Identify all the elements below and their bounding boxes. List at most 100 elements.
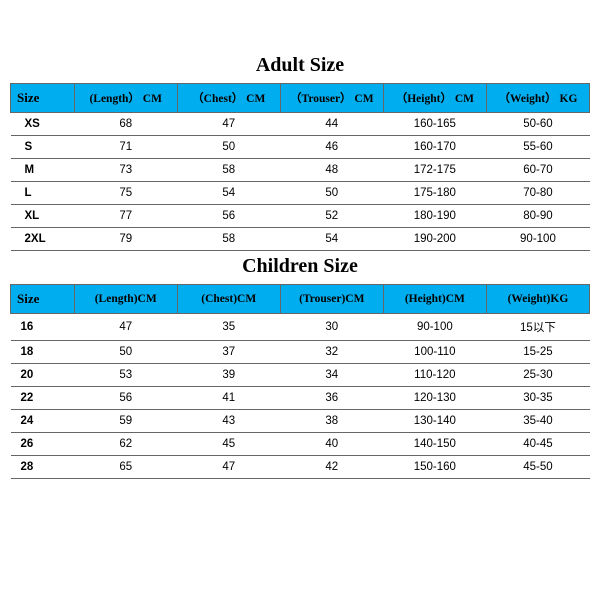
value-cell: 68 (74, 113, 177, 136)
value-cell: 56 (74, 387, 177, 410)
value-cell: 47 (177, 456, 280, 479)
value-cell: 175-180 (383, 182, 486, 205)
table-row: 28654742150-16045-50 (11, 456, 590, 479)
value-cell: 65 (74, 456, 177, 479)
col-height: （Height） CM (383, 84, 486, 113)
value-cell: 50 (74, 341, 177, 364)
value-cell: 15-25 (486, 341, 589, 364)
value-cell: 41 (177, 387, 280, 410)
table-row: XL775652180-19080-90 (11, 205, 590, 228)
size-cell: XS (11, 113, 75, 136)
table-row: L755450175-18070-80 (11, 182, 590, 205)
value-cell: 160-170 (383, 136, 486, 159)
size-cell: S (11, 136, 75, 159)
table-row: 22564136120-13030-35 (11, 387, 590, 410)
adult-size-table: Size (Length） CM （Chest） CM （Trouser） CM… (10, 83, 590, 251)
col-trouser: (Trouser)CM (280, 285, 383, 314)
col-size: Size (11, 84, 75, 113)
col-weight: (Weight)KG (486, 285, 589, 314)
value-cell: 34 (280, 364, 383, 387)
value-cell: 160-165 (383, 113, 486, 136)
col-length: (Length） CM (74, 84, 177, 113)
col-size: Size (11, 285, 75, 314)
value-cell: 42 (280, 456, 383, 479)
adult-size-title: Adult Size (10, 54, 590, 77)
size-cell: 18 (11, 341, 75, 364)
value-cell: 15以下 (486, 314, 589, 341)
value-cell: 39 (177, 364, 280, 387)
value-cell: 90-100 (486, 228, 589, 251)
col-length: (Length)CM (74, 285, 177, 314)
col-trouser: （Trouser） CM (280, 84, 383, 113)
value-cell: 54 (280, 228, 383, 251)
value-cell: 32 (280, 341, 383, 364)
value-cell: 50-60 (486, 113, 589, 136)
value-cell: 70-80 (486, 182, 589, 205)
value-cell: 130-140 (383, 410, 486, 433)
col-weight: （Weight） KG (486, 84, 589, 113)
value-cell: 47 (177, 113, 280, 136)
value-cell: 110-120 (383, 364, 486, 387)
table-row: XS684744160-16550-60 (11, 113, 590, 136)
value-cell: 73 (74, 159, 177, 182)
table-row: 18503732100-11015-25 (11, 341, 590, 364)
children-size-table: Size (Length)CM (Chest)CM (Trouser)CM (H… (10, 284, 590, 479)
size-cell: 26 (11, 433, 75, 456)
value-cell: 45 (177, 433, 280, 456)
size-cell: M (11, 159, 75, 182)
size-cell: 24 (11, 410, 75, 433)
col-chest: （Chest） CM (177, 84, 280, 113)
table-row: 20533934110-12025-30 (11, 364, 590, 387)
value-cell: 38 (280, 410, 383, 433)
value-cell: 44 (280, 113, 383, 136)
value-cell: 60-70 (486, 159, 589, 182)
value-cell: 172-175 (383, 159, 486, 182)
value-cell: 40-45 (486, 433, 589, 456)
value-cell: 37 (177, 341, 280, 364)
value-cell: 180-190 (383, 205, 486, 228)
value-cell: 59 (74, 410, 177, 433)
value-cell: 77 (74, 205, 177, 228)
table-row: M735848172-17560-70 (11, 159, 590, 182)
value-cell: 52 (280, 205, 383, 228)
value-cell: 30 (280, 314, 383, 341)
value-cell: 53 (74, 364, 177, 387)
value-cell: 47 (74, 314, 177, 341)
value-cell: 120-130 (383, 387, 486, 410)
value-cell: 71 (74, 136, 177, 159)
table-row: S715046160-17055-60 (11, 136, 590, 159)
value-cell: 140-150 (383, 433, 486, 456)
value-cell: 56 (177, 205, 280, 228)
value-cell: 190-200 (383, 228, 486, 251)
value-cell: 40 (280, 433, 383, 456)
value-cell: 46 (280, 136, 383, 159)
value-cell: 58 (177, 159, 280, 182)
value-cell: 43 (177, 410, 280, 433)
table-row: 1647353090-10015以下 (11, 314, 590, 341)
value-cell: 58 (177, 228, 280, 251)
value-cell: 50 (280, 182, 383, 205)
table-header-row: Size (Length)CM (Chest)CM (Trouser)CM (H… (11, 285, 590, 314)
size-cell: 22 (11, 387, 75, 410)
value-cell: 30-35 (486, 387, 589, 410)
value-cell: 75 (74, 182, 177, 205)
size-cell: 20 (11, 364, 75, 387)
value-cell: 79 (74, 228, 177, 251)
value-cell: 25-30 (486, 364, 589, 387)
value-cell: 150-160 (383, 456, 486, 479)
size-cell: L (11, 182, 75, 205)
value-cell: 36 (280, 387, 383, 410)
size-cell: 2XL (11, 228, 75, 251)
size-cell: 28 (11, 456, 75, 479)
size-cell: 16 (11, 314, 75, 341)
col-height: (Height)CM (383, 285, 486, 314)
value-cell: 48 (280, 159, 383, 182)
value-cell: 45-50 (486, 456, 589, 479)
col-chest: (Chest)CM (177, 285, 280, 314)
value-cell: 100-110 (383, 341, 486, 364)
value-cell: 90-100 (383, 314, 486, 341)
value-cell: 54 (177, 182, 280, 205)
table-header-row: Size (Length） CM （Chest） CM （Trouser） CM… (11, 84, 590, 113)
table-row: 2XL795854190-20090-100 (11, 228, 590, 251)
table-row: 24594338130-14035-40 (11, 410, 590, 433)
